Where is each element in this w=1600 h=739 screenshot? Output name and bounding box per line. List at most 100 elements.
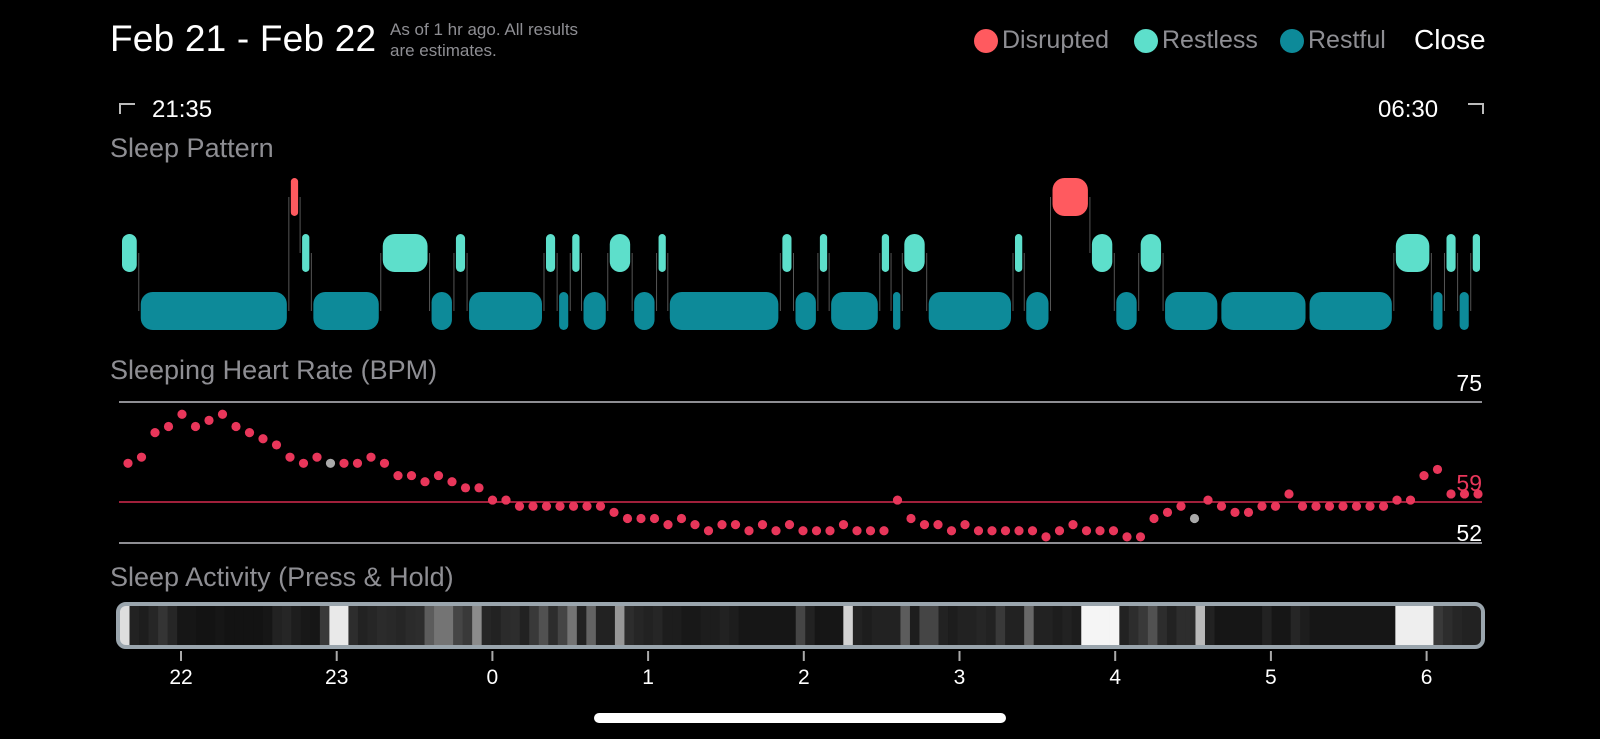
activity-bar	[1176, 606, 1187, 645]
activity-bar	[1376, 606, 1387, 645]
pattern-segment-restless	[572, 234, 580, 272]
activity-bar	[700, 606, 711, 645]
activity-bar	[1328, 606, 1339, 645]
activity-bar	[1185, 606, 1197, 645]
hr-point	[595, 501, 606, 511]
pattern-segment-restful	[559, 292, 569, 330]
activity-bar	[386, 606, 397, 645]
hr-point	[487, 495, 498, 505]
hr-point	[406, 470, 417, 481]
hr-point	[1000, 526, 1011, 536]
close-button[interactable]: Close	[1414, 24, 1486, 55]
activity-bar	[1395, 606, 1406, 645]
hr-point	[379, 458, 390, 468]
legend-restful-dot	[1280, 28, 1304, 53]
hr-min-label: 52	[1456, 520, 1482, 546]
pattern-segment-restful	[1309, 292, 1392, 330]
activity-bar	[1281, 606, 1292, 645]
activity-bar	[243, 606, 254, 645]
activity-bar	[1423, 606, 1435, 645]
activity-bar	[919, 606, 930, 645]
activity-bar	[957, 606, 968, 645]
hr-point	[1419, 470, 1429, 481]
x-tick-label: 22	[169, 666, 192, 689]
pattern-segment-restless	[1014, 234, 1023, 272]
hr-point	[730, 520, 741, 530]
sleep-pattern-chart[interactable]	[122, 178, 1480, 330]
activity-bar	[462, 606, 473, 645]
hr-point	[636, 513, 646, 524]
hr-point	[1230, 507, 1240, 517]
hr-point	[892, 495, 903, 505]
hr-point	[136, 452, 147, 462]
hr-point	[501, 495, 511, 505]
x-tick-label: 5	[1265, 666, 1277, 689]
activity-bar	[1385, 606, 1396, 645]
estimate-note-line2: are estimates.	[390, 41, 497, 60]
pattern-segment-restless	[782, 234, 792, 272]
pattern-segment-restful	[1221, 292, 1306, 330]
activity-bar	[329, 606, 340, 645]
pattern-segment-restless	[545, 234, 556, 272]
activity-bar	[1024, 606, 1035, 645]
activity-bar	[738, 606, 749, 645]
activity-bar	[519, 606, 530, 645]
pattern-segment-restful	[893, 292, 901, 330]
activity-bar	[1452, 606, 1463, 645]
pattern-segment-restless	[382, 234, 428, 272]
estimate-note-line1: As of 1 hr ago. All results	[390, 20, 579, 39]
hr-point	[1203, 495, 1213, 505]
activity-bar	[215, 606, 226, 645]
activity-bar	[1471, 606, 1482, 645]
activity-bar	[376, 606, 388, 645]
activity-bar	[434, 606, 445, 645]
activity-bar	[1442, 606, 1454, 645]
hr-max-label: 75	[1456, 370, 1482, 396]
hr-point	[879, 526, 889, 536]
hr-point	[474, 483, 484, 493]
activity-bar	[262, 606, 273, 645]
date-range-title: Feb 21 - Feb 22	[110, 18, 377, 59]
activity-bar	[1128, 606, 1139, 645]
hr-point	[1081, 526, 1092, 536]
pattern-segment-restless	[302, 234, 310, 272]
sleep-activity-chart[interactable]	[120, 606, 1482, 645]
activity-bar	[786, 606, 797, 645]
activity-bar	[139, 606, 150, 645]
hr-point	[1014, 526, 1024, 536]
activity-bar	[281, 606, 292, 645]
activity-bar	[614, 606, 626, 645]
hr-point	[690, 520, 700, 530]
activity-bar	[300, 606, 311, 645]
activity-bar	[1461, 606, 1473, 645]
activity-bar	[1052, 606, 1063, 645]
hr-point	[460, 483, 471, 493]
activity-bar	[129, 606, 140, 645]
activity-bar	[652, 606, 664, 645]
activity-bar	[472, 606, 483, 645]
hr-point	[744, 526, 754, 536]
activity-bar	[224, 606, 235, 645]
activity-bar	[938, 606, 949, 645]
hr-point	[1432, 464, 1443, 475]
hr-point	[1446, 489, 1456, 499]
activity-bar	[1204, 606, 1216, 645]
activity-bar	[1005, 606, 1016, 645]
hr-point	[622, 513, 633, 524]
sleep-pattern-title: Sleep Pattern	[110, 133, 274, 163]
hr-point	[420, 477, 430, 487]
hr-point	[177, 409, 187, 419]
hr-point	[919, 520, 930, 530]
home-indicator[interactable]	[594, 713, 1006, 723]
pattern-segment-restful	[140, 292, 287, 330]
activity-bar	[1262, 606, 1273, 645]
activity-bar	[814, 606, 825, 645]
hr-point-highlight	[1189, 513, 1200, 524]
activity-bar	[1271, 606, 1282, 645]
hr-point	[933, 520, 943, 530]
hr-point	[555, 501, 565, 511]
activity-bar	[1119, 606, 1130, 645]
pattern-segment-restful	[1026, 292, 1049, 330]
sleep-activity-frame[interactable]	[116, 602, 1485, 649]
pattern-segment-restful	[831, 292, 878, 330]
